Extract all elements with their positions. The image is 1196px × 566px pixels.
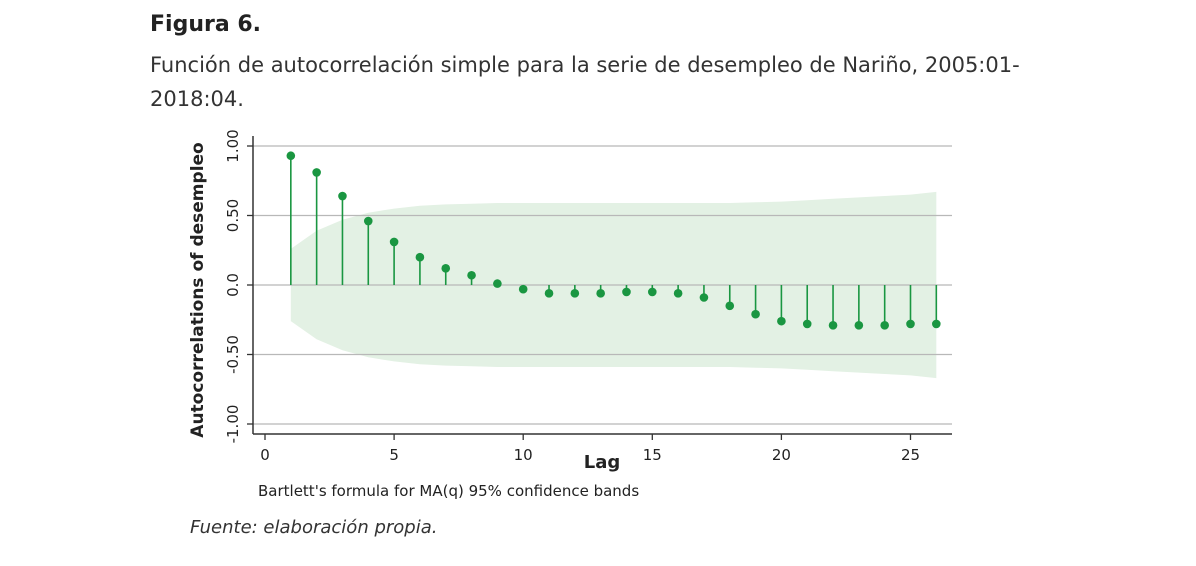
x-tick-label: 5 [389,446,399,464]
acf-point [725,301,735,311]
acf-point [415,252,425,262]
acf-point [544,289,554,298]
acf-point [751,309,760,319]
acf-point [648,287,657,297]
y-tick-label: 0.0 [224,273,242,297]
acf-point [906,319,915,329]
x-tick-label: 25 [901,446,920,464]
axes: -1.00 -0.50 0.0 0.50 1.00 0 5 10 15 20 25 [224,129,952,464]
acf-point [854,321,864,330]
acf-point [828,321,838,330]
figure-label: Figura 6. [150,12,261,37]
acf-point [880,321,889,330]
acf-stems [286,151,941,330]
acf-point [596,289,605,298]
y-tick-label: -1.00 [224,405,242,444]
acf-point [802,319,812,329]
x-tick-label: 10 [514,446,533,464]
acf-point [932,319,941,329]
acf-point [570,289,580,298]
figure-caption: Función de autocorrelación simple para l… [150,53,1020,111]
acf-point [338,191,347,201]
acf-point [493,279,502,288]
acf-point [467,270,476,280]
source-note: Fuente: elaboración propia. [190,517,438,538]
acf-point [777,316,786,326]
acf-point [389,237,399,247]
acf-point [518,284,528,294]
y-axis-label: Autocorrelations of desempleo [188,142,208,437]
y-tick-label: 0.50 [224,199,242,232]
acf-point [312,168,321,177]
acf-point [286,151,296,161]
acf-point [441,264,451,273]
x-tick-label: 15 [643,446,662,464]
acf-point [699,293,709,302]
y-tick-label: 1.00 [224,129,242,162]
gridlines [253,145,952,425]
x-tick-label: 20 [772,446,791,464]
acf-point [363,216,373,226]
x-axis-label: Lag [584,452,621,473]
band-note: Bartlett's formula for MA(q) 95% confide… [258,482,639,500]
x-tick-label: 0 [260,446,270,464]
acf-point [673,289,683,298]
y-tick-label: -0.50 [224,335,242,374]
acf-point [622,287,631,297]
